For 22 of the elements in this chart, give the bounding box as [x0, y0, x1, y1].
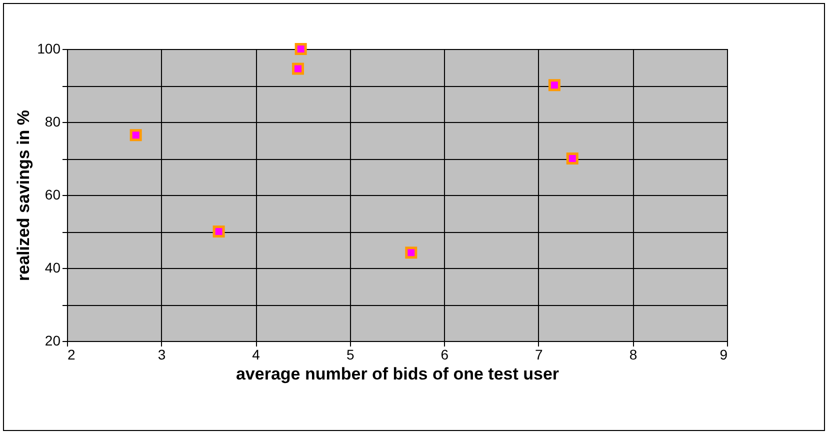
y-axis-title: realized savings in %: [14, 110, 34, 282]
x-tick-label: 8: [629, 346, 638, 362]
x-tick-label: 2: [68, 346, 76, 362]
point: [294, 43, 307, 55]
x-tick-label: 7: [535, 346, 544, 362]
x-tick-label: 4: [252, 346, 260, 362]
x-tick-label: 6: [440, 346, 449, 362]
y-tick-label: 80: [44, 114, 61, 130]
point: [405, 246, 418, 259]
point: [292, 62, 304, 75]
point: [566, 152, 578, 164]
point: [130, 129, 142, 142]
y-tick-label: 20: [44, 332, 61, 348]
point: [212, 226, 225, 238]
y-tick-label: 40: [44, 260, 61, 276]
y-tick-label: 60: [44, 186, 61, 202]
x-tick-label: 9: [720, 346, 728, 362]
x-axis-title: average number of bids of one test user: [236, 364, 560, 384]
x-tick-label: 3: [158, 346, 166, 362]
x-tick-label: 5: [346, 346, 354, 362]
point: [548, 79, 560, 92]
y-tick-label: 100: [37, 40, 61, 56]
